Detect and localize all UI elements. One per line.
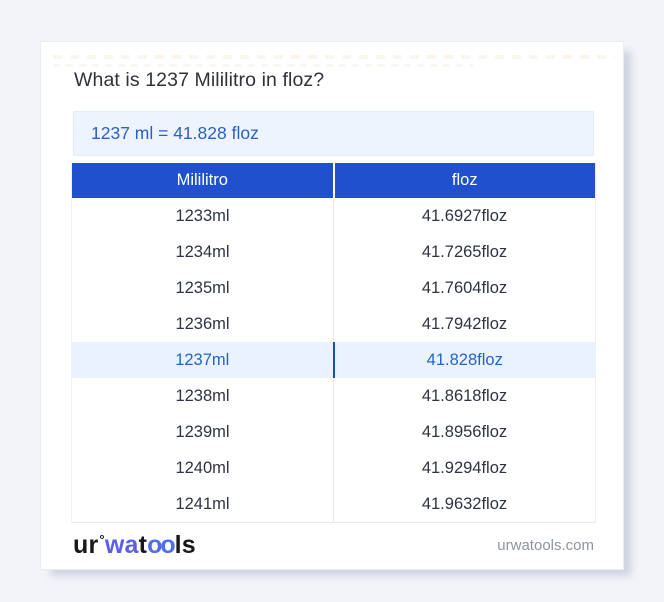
brand-logo[interactable]: ur ° wa t oo ls bbox=[73, 533, 196, 558]
cell-floz: 41.8618floz bbox=[421, 386, 508, 405]
cell-floz: 41.7604floz bbox=[421, 278, 508, 297]
website-url: urwatools.com bbox=[497, 537, 594, 554]
card-footer: ur ° wa t oo ls urwatools.com bbox=[41, 522, 623, 569]
cell-floz: 41.9632floz bbox=[421, 494, 508, 513]
cell-mililitro: 1237ml bbox=[72, 342, 335, 378]
cell-floz: 41.8956floz bbox=[421, 422, 508, 441]
cell-floz: 41.7942floz bbox=[421, 314, 508, 333]
conversion-result-text: 1237 ml = 41.828 floz bbox=[91, 123, 259, 143]
cell-floz: 41.828floz bbox=[426, 350, 503, 369]
cell-mililitro: 1239ml bbox=[72, 414, 334, 450]
converter-card: What is 1237 Mililitro in floz? 1237 ml … bbox=[40, 41, 624, 570]
watermark-dashes bbox=[53, 55, 615, 59]
table-body: 1233ml 41.6927floz 1234ml 41.7265floz 1235ml… bbox=[72, 198, 595, 522]
table-row: 1238ml 41.8618floz bbox=[72, 378, 595, 414]
logo-ring-icon: ° bbox=[99, 532, 105, 547]
table-row: 1241ml 41.9632floz bbox=[72, 486, 595, 522]
logo-glasses-icon: oo bbox=[147, 531, 176, 559]
cell-floz: 41.7265floz bbox=[421, 242, 508, 261]
table-row: 1240ml 41.9294floz bbox=[72, 450, 595, 486]
cell-floz: 41.6927floz bbox=[421, 206, 508, 225]
table-row: 1234ml 41.7265floz bbox=[72, 234, 595, 270]
logo-text-wa: wa bbox=[104, 531, 139, 559]
watermark-dashes-secondary bbox=[53, 64, 473, 67]
table-header-floz: floz bbox=[451, 171, 478, 189]
cell-mililitro: 1236ml bbox=[72, 306, 334, 342]
page-title: What is 1237 Mililitro in floz? bbox=[74, 69, 325, 91]
cell-mililitro: 1240ml bbox=[72, 450, 334, 486]
logo-text-ls: ls bbox=[174, 531, 196, 559]
conversion-result-box: 1237 ml = 41.828 floz bbox=[73, 111, 594, 156]
table-row-highlighted: 1237ml 41.828floz bbox=[72, 342, 595, 378]
cell-mililitro: 1234ml bbox=[72, 234, 334, 270]
table-header-mililitro: Mililitro bbox=[72, 163, 335, 198]
logo-text-t: t bbox=[138, 531, 148, 559]
cell-mililitro: 1238ml bbox=[72, 378, 334, 414]
cell-mililitro: 1241ml bbox=[72, 486, 334, 522]
cell-mililitro: 1235ml bbox=[72, 270, 334, 306]
cell-mililitro: 1233ml bbox=[72, 198, 334, 234]
table-row: 1236ml 41.7942floz bbox=[72, 306, 595, 342]
table-row: 1235ml 41.7604floz bbox=[72, 270, 595, 306]
table-header-row: Mililitro floz bbox=[72, 163, 595, 198]
table-row: 1233ml 41.6927floz bbox=[72, 198, 595, 234]
cell-floz: 41.9294floz bbox=[421, 458, 508, 477]
logo-text-ur: ur bbox=[73, 531, 99, 559]
conversion-table: Mililitro floz 1233ml 41.6927floz 1234ml 41… bbox=[71, 163, 596, 523]
table-row: 1239ml 41.8956floz bbox=[72, 414, 595, 450]
